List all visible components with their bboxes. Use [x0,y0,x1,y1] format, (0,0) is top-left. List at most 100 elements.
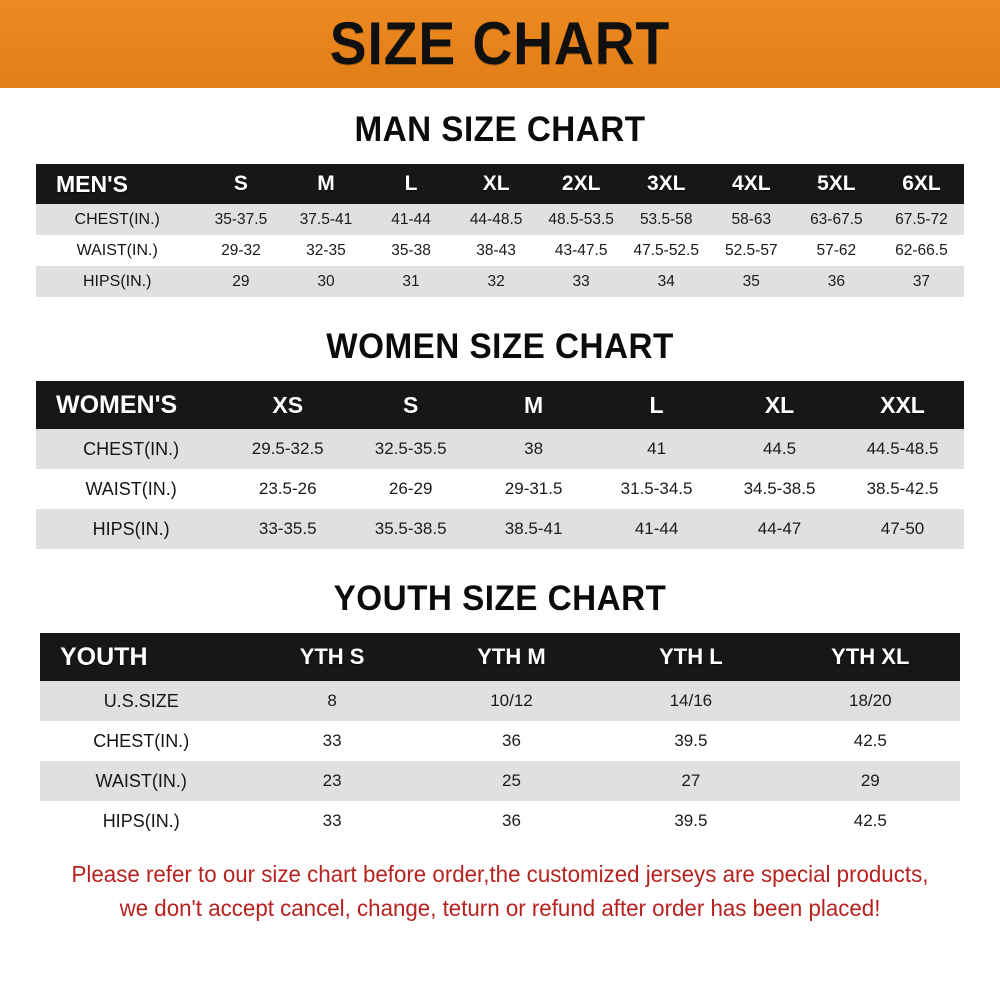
youth-table-wrapper: YOUTH YTH S YTH M YTH L YTH XL U.S.SIZE 8 10/… [40,633,960,841]
youth-row-label: CHEST(IN.) [93,730,190,751]
youth-table-body: U.S.SIZE 8 10/12 14/16 18/20 CHEST(IN.) 33 36 39… [40,681,960,841]
men-column-header-m: M [317,172,335,195]
table-cell: 27 [681,771,701,790]
table-cell: 63-67.5 [810,210,863,228]
youth-column-header-yth-m: YTH M [477,644,546,669]
table-cell: 29-32 [221,241,261,259]
table-cell: 31 [402,272,420,290]
table-row: HIPS(IN.) 33-35.5 35.5-38.5 38.5-41 41-44 44-… [36,509,964,549]
table-cell: 38 [524,439,544,458]
table-cell: 42.5 [853,811,887,830]
men-corner-label: MEN'S [56,170,128,197]
table-cell: 23.5-26 [258,479,317,498]
women-row-label: WAIST(IN.) [85,478,177,499]
spacer [0,841,1000,857]
women-corner-label: WOMEN'S [56,390,178,419]
table-cell: 39.5 [674,731,708,750]
men-header-row: MEN'S S M L XL 2XL 3XL 4XL 5XL 6XL [36,164,964,204]
table-row: WAIST(IN.) 29-32 32-35 35-38 38-43 43-47.5 47.… [36,235,964,266]
table-cell: 32.5-35.5 [374,439,447,458]
table-cell: 10/12 [490,691,533,710]
table-cell: 14/16 [669,691,713,710]
table-cell: 53.5-58 [639,210,693,228]
table-cell: 47-50 [880,519,925,538]
spacer [0,88,1000,110]
spacer [0,549,1000,579]
women-section-title: WOMEN SIZE CHART [326,327,674,366]
spacer [0,619,1000,633]
table-cell: 52.5-57 [725,241,778,259]
table-row: CHEST(IN.) 33 36 39.5 42.5 [40,721,960,761]
youth-header-row: YOUTH YTH S YTH M YTH L YTH XL [40,633,960,681]
table-cell: 67.5-72 [895,210,948,228]
footer-note: Please refer to our size chart before or… [15,857,985,925]
men-size-table: MEN'S S M L XL 2XL 3XL 4XL 5XL 6XL CHEST(IN.) 35-… [36,164,964,297]
men-column-header-l: L [404,172,418,195]
table-cell: 44.5-48.5 [866,439,939,458]
women-table-body: CHEST(IN.) 29.5-32.5 32.5-35.5 38 41 44.5 44.5… [36,429,964,549]
table-cell: 41-44 [391,210,431,228]
table-cell: 8 [327,691,337,710]
header-banner: SIZE CHART [0,0,1000,88]
men-column-header-xl: XL [482,172,510,195]
table-cell: 33 [322,811,342,830]
women-column-header-s: S [402,391,419,418]
men-column-header-4xl: 4XL [732,172,771,195]
youth-corner-label: YOUTH [60,642,148,671]
men-table-wrapper: MEN'S S M L XL 2XL 3XL 4XL 5XL 6XL CHEST(IN.) 35-… [36,164,964,297]
table-cell: 29-31.5 [504,479,563,498]
men-table-head: MEN'S S M L XL 2XL 3XL 4XL 5XL 6XL [36,164,964,204]
men-column-header-s: S [233,172,248,195]
men-section-title: MAN SIZE CHART [354,110,646,149]
table-cell: 35-38 [391,241,431,259]
footer-note-line-1: Please refer to our size chart before or… [71,861,929,887]
table-cell: 48.5-53.5 [548,210,614,228]
table-cell: 35-37.5 [214,210,268,228]
men-table-body: CHEST(IN.) 35-37.5 37.5-41 41-44 44-48.5 48.5… [36,204,964,297]
table-cell: 44-47 [757,519,802,538]
table-cell: 41-44 [634,519,679,538]
table-cell: 62-66.5 [895,241,948,259]
women-table-head: WOMEN'S XS S M L XL XXL [36,381,964,429]
table-cell: 34.5-38.5 [743,479,816,498]
table-cell: 26-29 [388,479,433,498]
table-cell: 29 [232,272,250,290]
table-row: HIPS(IN.) 29 30 31 32 33 34 35 36 37 [36,266,964,297]
youth-column-header-yth-s: YTH S [299,644,365,669]
table-cell: 33 [322,731,342,750]
table-cell: 29 [860,771,880,790]
spacer [0,297,1000,327]
table-cell: 33 [572,272,590,290]
women-column-header-l: L [649,391,664,418]
table-cell: 35 [742,272,760,290]
table-cell: 18/20 [849,691,892,710]
table-cell: 35.5-38.5 [374,519,447,538]
table-row: WAIST(IN.) 23 25 27 29 [40,761,960,801]
table-cell: 31.5-34.5 [620,479,693,498]
table-cell: 36 [502,811,521,830]
youth-row-label: WAIST(IN.) [95,770,187,791]
youth-size-table: YOUTH YTH S YTH M YTH L YTH XL U.S.SIZE 8 10/… [40,633,960,841]
youth-section-title: YOUTH SIZE CHART [333,579,667,618]
women-column-header-m: M [524,391,544,418]
women-column-header-xl: XL [764,391,795,418]
men-row-label: CHEST(IN.) [74,210,160,228]
men-row-label: HIPS(IN.) [82,272,152,290]
table-cell: 41 [647,439,667,458]
table-row: U.S.SIZE 8 10/12 14/16 18/20 [40,681,960,721]
table-cell: 38-43 [476,241,516,259]
table-cell: 44-48.5 [469,210,523,228]
table-cell: 33-35.5 [258,519,317,538]
table-cell: 38.5-42.5 [866,479,939,498]
table-cell: 34 [657,272,675,290]
page-title: SIZE CHART [329,10,671,77]
table-cell: 38.5-41 [504,519,563,538]
table-cell: 36 [502,731,521,750]
youth-table-head: YOUTH YTH S YTH M YTH L YTH XL [40,633,960,681]
men-column-header-3xl: 3XL [646,172,686,195]
table-cell: 39.5 [674,811,708,830]
table-cell: 37.5-41 [299,210,353,228]
youth-row-label: HIPS(IN.) [102,810,180,831]
table-cell: 43-47.5 [554,241,608,259]
